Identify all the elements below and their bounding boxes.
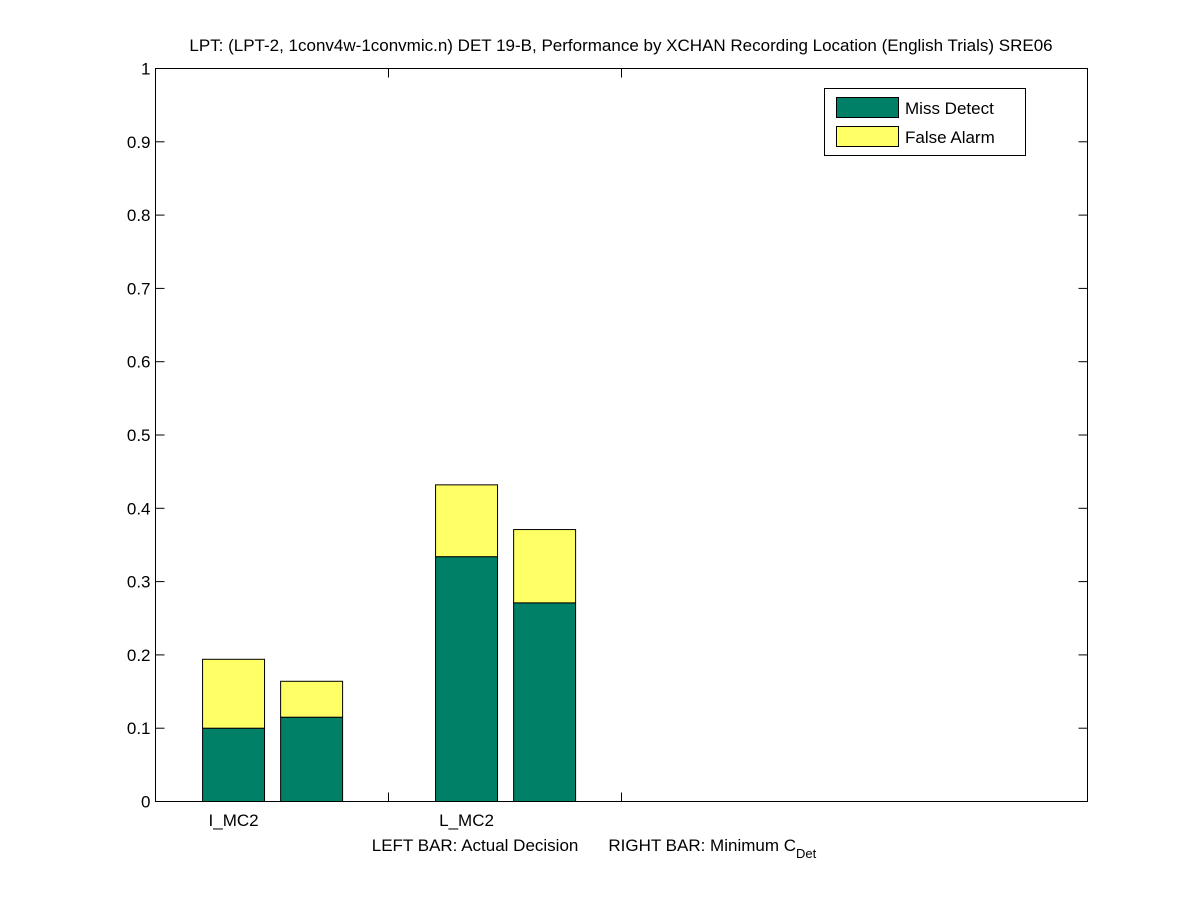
bar-i-mc2-actual-miss-detect [202,727,266,803]
y-tick-label: 0.7 [127,279,151,298]
legend-label-miss-detect: Miss Detect [905,99,994,118]
y-tick-label: 0.8 [127,206,151,225]
legend-swatch-miss-detect [836,97,899,118]
y-tick-label: 0.6 [127,353,151,372]
x-category-label: I_MC2 [209,811,259,830]
legend: Miss Detect False Alarm [824,88,1026,156]
y-tick-label: 0.3 [127,573,151,592]
plot-frame [155,68,1088,802]
bar-i-mc2-min-miss-detect [280,716,344,803]
legend-label-false-alarm: False Alarm [905,128,995,147]
x-category-label: L_MC2 [439,811,494,830]
x-label: LEFT BAR: Actual Decision RIGHT BAR: Mini… [372,836,817,861]
x-label-right: RIGHT BAR: Minimum C [608,836,796,855]
y-tick-label: 0.2 [127,646,151,665]
x-label-left: LEFT BAR: Actual Decision [372,836,579,855]
chart-title: LPT: (LPT-2, 1conv4w-1convmic.n) DET 19-… [189,36,1052,55]
y-tick-label: 0 [141,793,150,812]
bar-l-mc2-actual-false-alarm [435,484,499,558]
legend-swatch-false-alarm [836,126,899,147]
y-tick-label: 0.4 [127,499,151,518]
bar-l-mc2-actual-miss-detect [435,556,499,802]
y-tick-label: 1 [141,60,150,79]
plot-area [155,68,1088,802]
bar-i-mc2-min-false-alarm [280,680,344,718]
y-tick-label: 0.9 [127,133,151,152]
bar-l-mc2-min-false-alarm [513,529,577,604]
bar-i-mc2-actual-false-alarm [202,658,266,729]
y-tick-label: 0.5 [127,426,151,445]
bar-l-mc2-min-miss-detect [513,602,577,802]
y-tick-label: 0.1 [127,719,151,738]
x-label-subscript: Det [796,846,817,861]
